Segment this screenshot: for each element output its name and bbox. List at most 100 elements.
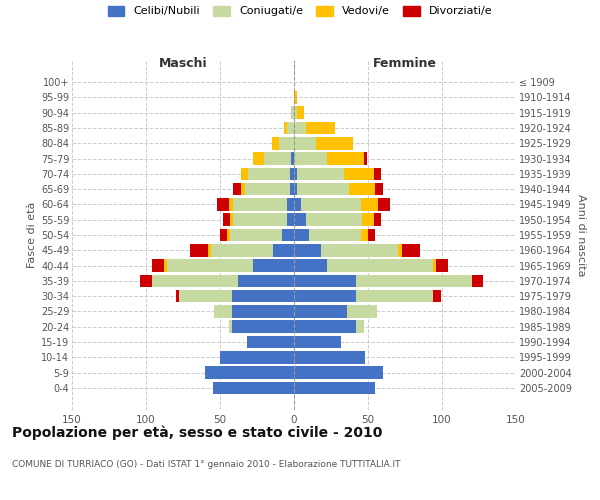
Bar bbox=[248, 168, 290, 180]
Bar bbox=[374, 214, 382, 226]
Bar bbox=[233, 198, 287, 210]
Bar bbox=[223, 214, 230, 226]
Bar bbox=[364, 152, 367, 165]
Bar bbox=[179, 290, 232, 302]
Bar bbox=[344, 168, 374, 180]
Bar bbox=[294, 351, 365, 364]
Bar bbox=[227, 228, 230, 241]
Bar bbox=[294, 244, 320, 256]
Bar bbox=[232, 320, 294, 333]
Bar bbox=[294, 305, 347, 318]
Bar bbox=[356, 274, 472, 287]
Bar bbox=[294, 122, 306, 134]
Bar bbox=[362, 214, 374, 226]
Bar bbox=[316, 137, 353, 149]
Bar bbox=[361, 198, 379, 210]
Bar bbox=[306, 214, 362, 226]
Bar bbox=[229, 320, 232, 333]
Bar bbox=[290, 168, 294, 180]
Bar bbox=[291, 152, 294, 165]
Bar bbox=[294, 106, 297, 119]
Bar bbox=[297, 106, 304, 119]
Bar bbox=[253, 152, 265, 165]
Bar bbox=[291, 106, 294, 119]
Bar bbox=[436, 260, 448, 272]
Text: Femmine: Femmine bbox=[373, 57, 437, 70]
Bar bbox=[472, 274, 484, 287]
Bar bbox=[294, 320, 356, 333]
Bar bbox=[211, 244, 273, 256]
Bar bbox=[176, 290, 179, 302]
Bar bbox=[294, 168, 297, 180]
Bar bbox=[294, 152, 326, 165]
Bar bbox=[241, 168, 248, 180]
Bar bbox=[290, 183, 294, 196]
Bar bbox=[294, 366, 383, 379]
Bar bbox=[208, 244, 211, 256]
Bar bbox=[279, 137, 294, 149]
Bar bbox=[294, 274, 356, 287]
Bar bbox=[220, 351, 294, 364]
Bar bbox=[402, 244, 420, 256]
Bar bbox=[294, 183, 297, 196]
Bar bbox=[233, 183, 241, 196]
Bar bbox=[326, 260, 433, 272]
Bar bbox=[294, 382, 376, 394]
Bar bbox=[164, 260, 167, 272]
Bar bbox=[294, 198, 301, 210]
Bar bbox=[247, 336, 294, 348]
Bar bbox=[230, 228, 282, 241]
Bar bbox=[294, 336, 341, 348]
Bar bbox=[241, 183, 245, 196]
Bar bbox=[356, 320, 364, 333]
Text: Popolazione per età, sesso e stato civile - 2010: Popolazione per età, sesso e stato civil… bbox=[12, 425, 382, 440]
Bar bbox=[294, 214, 306, 226]
Bar bbox=[230, 214, 233, 226]
Bar bbox=[294, 228, 309, 241]
Bar bbox=[320, 244, 398, 256]
Bar bbox=[265, 152, 291, 165]
Bar bbox=[233, 214, 287, 226]
Bar bbox=[398, 244, 402, 256]
Bar bbox=[376, 183, 383, 196]
Bar bbox=[379, 198, 390, 210]
Bar bbox=[214, 305, 232, 318]
Bar bbox=[238, 274, 294, 287]
Bar bbox=[272, 137, 279, 149]
Text: COMUNE DI TURRIACO (GO) - Dati ISTAT 1° gennaio 2010 - Elaborazione TUTTITALIA.I: COMUNE DI TURRIACO (GO) - Dati ISTAT 1° … bbox=[12, 460, 401, 469]
Bar bbox=[212, 382, 294, 394]
Bar bbox=[152, 274, 238, 287]
Bar bbox=[433, 290, 440, 302]
Bar bbox=[309, 228, 361, 241]
Bar bbox=[190, 244, 208, 256]
Bar bbox=[167, 260, 253, 272]
Bar bbox=[140, 274, 152, 287]
Bar bbox=[294, 137, 316, 149]
Bar bbox=[284, 122, 287, 134]
Bar bbox=[282, 228, 294, 241]
Bar bbox=[356, 290, 433, 302]
Bar bbox=[306, 122, 335, 134]
Bar bbox=[287, 214, 294, 226]
Bar bbox=[294, 91, 297, 104]
Bar bbox=[326, 152, 364, 165]
Bar bbox=[205, 366, 294, 379]
Bar bbox=[347, 305, 377, 318]
Bar bbox=[232, 305, 294, 318]
Bar bbox=[217, 198, 229, 210]
Bar bbox=[349, 183, 376, 196]
Text: Maschi: Maschi bbox=[158, 57, 208, 70]
Bar bbox=[301, 198, 361, 210]
Bar bbox=[287, 198, 294, 210]
Bar bbox=[297, 168, 344, 180]
Bar bbox=[374, 168, 382, 180]
Bar bbox=[220, 228, 227, 241]
Y-axis label: Anni di nascita: Anni di nascita bbox=[576, 194, 586, 276]
Bar bbox=[273, 244, 294, 256]
Bar bbox=[229, 198, 233, 210]
Bar bbox=[245, 183, 290, 196]
Bar bbox=[152, 260, 164, 272]
Bar bbox=[232, 290, 294, 302]
Bar bbox=[287, 122, 294, 134]
Legend: Celibi/Nubili, Coniugati/e, Vedovi/e, Divorziati/e: Celibi/Nubili, Coniugati/e, Vedovi/e, Di… bbox=[108, 6, 492, 16]
